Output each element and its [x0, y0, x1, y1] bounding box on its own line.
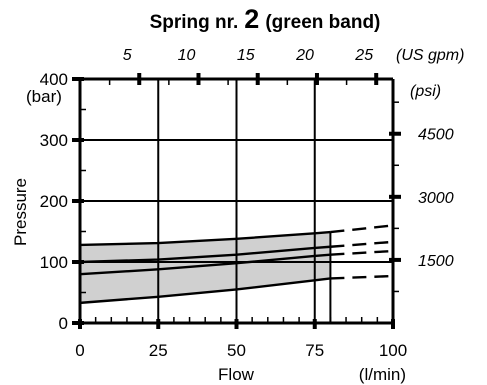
- x-tick-label: 100: [379, 341, 407, 360]
- right-tick-label: 3000: [418, 190, 454, 207]
- x-tick-mark: [234, 319, 239, 329]
- top-tick-label: 25: [354, 47, 373, 64]
- top-tick-label: 10: [178, 47, 196, 64]
- right-tick-mark: [389, 257, 401, 262]
- top-tick-mark: [314, 73, 319, 85]
- y-tick-mark: [72, 138, 84, 142]
- series-line-1: [79, 230, 331, 247]
- series-line-4: [79, 277, 331, 305]
- y-tick-mark: [72, 260, 84, 264]
- title-number: 2: [244, 4, 259, 34]
- grid-layer: [80, 79, 393, 323]
- series-extrapolation-3: [330, 249, 394, 256]
- x-tick-mark: [391, 319, 395, 329]
- x-tick-mark: [156, 319, 161, 329]
- right-tick-label: 4500: [418, 127, 454, 144]
- top-tick-mark: [196, 73, 201, 85]
- x-tick-label: 50: [227, 341, 246, 360]
- tick-layer: 0 25 50 75 100 0 100 200 300 400 5 10 15 20 25 1500 3000…: [40, 47, 454, 360]
- y-tick-label: 300: [40, 131, 68, 150]
- x-tick-label: 0: [75, 341, 84, 360]
- right-tick-mark: [389, 194, 401, 199]
- y-unit-label: (bar): [26, 87, 62, 106]
- right-tick-label: 1500: [418, 253, 454, 270]
- title-prefix: Spring nr.: [150, 12, 239, 33]
- x-unit-label: (l/min): [359, 365, 406, 384]
- series-line-2: [79, 245, 331, 264]
- top-tick-mark: [255, 73, 260, 85]
- top-tick-mark: [374, 73, 379, 85]
- y-tick-label: 100: [40, 253, 68, 272]
- series-extrapolation-2: [330, 240, 394, 248]
- x-tick-label: 25: [149, 341, 168, 360]
- chart-title: Spring nr. 2 (green band): [150, 4, 381, 34]
- y-tick-label: 200: [40, 192, 68, 211]
- right-axis-unit-label: (psi): [410, 83, 441, 100]
- top-tick-label: 15: [237, 47, 255, 64]
- x-tick-mark: [312, 319, 317, 329]
- top-tick-mark: [137, 73, 142, 85]
- right-tick-mark: [389, 131, 401, 136]
- x-tick-label: 75: [305, 341, 324, 360]
- series-extrapolation-1: [330, 224, 394, 234]
- top-tick-label: 20: [295, 47, 314, 64]
- y-tick-mark: [72, 199, 84, 203]
- title-suffix: (green band): [265, 12, 380, 33]
- series-line-3: [79, 253, 331, 276]
- y-tick-label: 400: [40, 70, 68, 89]
- y-axis-label: Pressure: [11, 178, 30, 246]
- top-tick-label: 5: [123, 47, 132, 64]
- chart-title-text: Spring nr. 2 (green band): [150, 4, 381, 34]
- series-layer: [79, 224, 394, 305]
- x-axis-label: Flow: [218, 365, 255, 384]
- top-axis-unit-label: (US gpm): [396, 47, 464, 64]
- y-tick-mark: [72, 321, 84, 325]
- series-extrapolation-4: [330, 274, 394, 280]
- y-tick-label: 0: [59, 314, 68, 333]
- y-tick-mark: [72, 77, 84, 81]
